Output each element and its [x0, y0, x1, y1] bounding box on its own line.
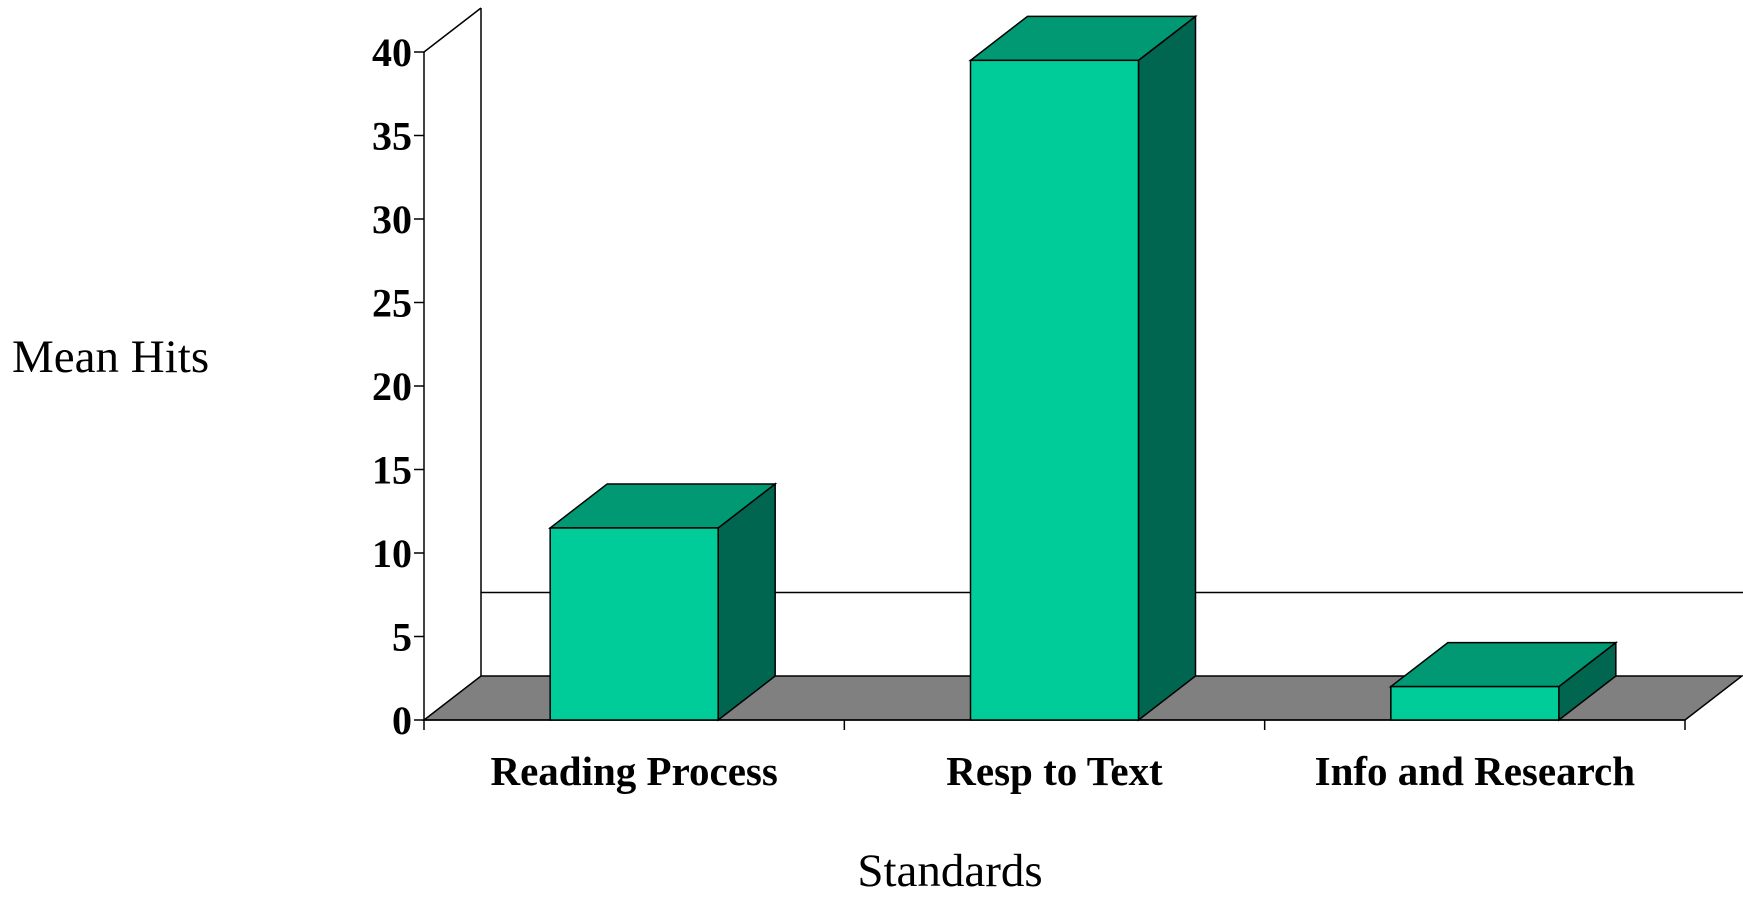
y-tick-label: 0 — [392, 698, 412, 743]
x-axis-categories: Reading Process Resp to Text Info and Rese… — [490, 748, 1635, 794]
x-axis-title: Standards — [857, 845, 1042, 897]
y-tick-label: 15 — [372, 448, 412, 493]
x-category-label: Resp to Text — [946, 748, 1163, 794]
bar-front — [549, 527, 719, 721]
bar-side — [1137, 14, 1197, 722]
bar — [1388, 641, 1619, 722]
x-category-label: Info and Research — [1315, 748, 1636, 794]
y-tick-label: 5 — [392, 615, 412, 660]
y-tick-depth — [424, 342, 481, 386]
y-tick-depth — [424, 509, 481, 553]
bar-front — [1390, 685, 1560, 721]
bar — [968, 14, 1198, 722]
x-category-label: Reading Process — [490, 748, 777, 794]
bar — [547, 482, 778, 722]
y-tick-label: 10 — [372, 531, 412, 576]
y-axis-title: Mean Hits — [12, 331, 209, 383]
y-tick-depth — [424, 593, 481, 637]
bars — [547, 14, 1619, 722]
bar-front — [969, 59, 1140, 721]
y-tick-depth — [424, 92, 481, 136]
y-tick-depth — [424, 426, 481, 470]
back-wall-top-connector — [423, 7, 482, 53]
y-tick-label: 25 — [372, 281, 412, 326]
y-tick-depth — [424, 259, 481, 303]
y-tick-label: 40 — [372, 30, 412, 75]
y-tick-label: 20 — [372, 364, 412, 409]
y-tick-depth — [424, 175, 481, 219]
y-tick-label: 30 — [372, 197, 412, 242]
y-tick-label: 35 — [372, 114, 412, 159]
